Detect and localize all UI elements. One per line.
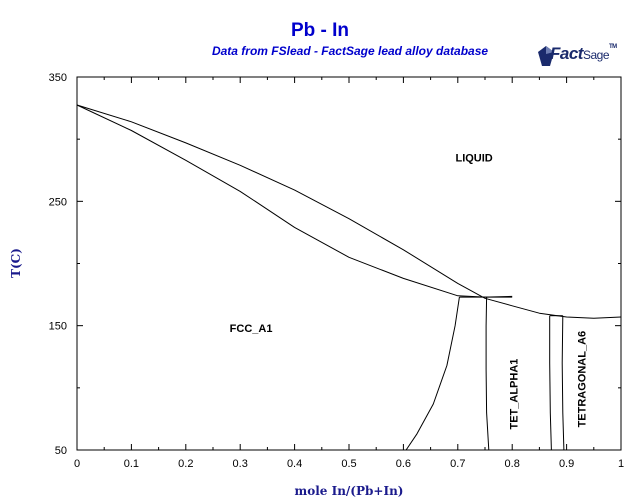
factsage-logo-mark: [538, 46, 554, 66]
phase-boundary-line: [76, 104, 622, 319]
phase-boundary-line: [549, 315, 552, 451]
y-tick-label: 50: [55, 445, 67, 457]
x-tick-label: 0.7: [450, 458, 465, 470]
logo-gem-facet-icon: [546, 46, 554, 54]
y-tick-label: 350: [49, 72, 67, 84]
x-tick-label: 0.4: [287, 458, 302, 470]
phase-label: LIQUID: [455, 153, 492, 165]
logo-brand-suffix: Sage: [582, 48, 610, 62]
x-axis: 0 0.1 0.2 0.3 0.4 0.5 0.6 0.7 0.8 0.9 1: [74, 77, 624, 470]
y-axis-title: T(C): [9, 248, 23, 278]
x-tick-label: 0.2: [178, 458, 193, 470]
y-tick-label: 150: [49, 321, 67, 333]
x-tick-label: 0.8: [505, 458, 520, 470]
logo-text: FactSageTM: [550, 44, 617, 64]
x-axis-title: mole In/(Pb+In): [295, 484, 404, 498]
x-tick-label: 0.1: [124, 458, 139, 470]
phase-boundary-line: [485, 297, 490, 451]
x-tick-label: 0.5: [341, 458, 356, 470]
page-title: Pb - In: [290, 20, 350, 41]
factsage-logo: FactSageTM: [536, 40, 620, 72]
x-tick-label: 0.3: [233, 458, 248, 470]
plot-frame: [76, 76, 622, 451]
x-tick-label: 0.6: [396, 458, 411, 470]
phase-label: FCC_A1: [230, 323, 273, 335]
y-tick-label: 250: [49, 196, 67, 208]
phase-boundary-line: [405, 297, 460, 451]
logo-tm: TM: [609, 44, 617, 50]
phase-boundary-line: [76, 104, 513, 298]
phase-boundary-line: [561, 315, 565, 451]
phase-label: TETRAGONAL_A6: [577, 331, 589, 428]
phase-boundaries: [76, 104, 622, 451]
phase-labels: LIQUID FCC_A1 TET_ALPHA1 TETRAGONAL_A6: [230, 153, 589, 430]
logo-brand: Fact: [550, 44, 583, 63]
x-tick-label: 0: [74, 458, 80, 470]
y-axis: 50 150 250 350: [49, 72, 621, 457]
x-tick-label: 0.9: [559, 458, 574, 470]
phase-label: TET_ALPHA1: [509, 359, 521, 430]
chart-subtitle: Data from FSlead - FactSage lead alloy d…: [211, 44, 489, 58]
x-tick-label: 1: [618, 458, 624, 470]
